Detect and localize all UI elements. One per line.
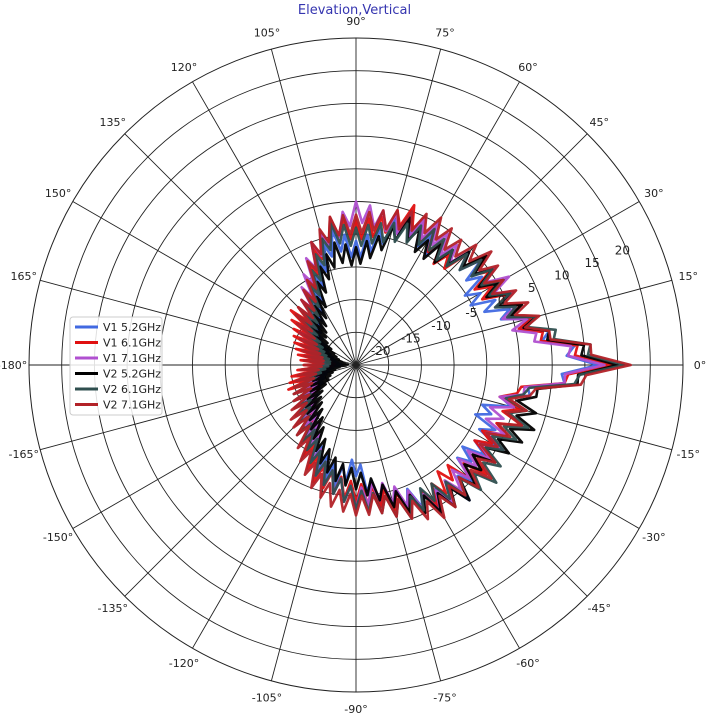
angle-tick-label: -105° — [252, 691, 282, 704]
legend-label: V1 6.1GHz — [103, 337, 161, 350]
grid-spoke — [355, 49, 442, 366]
grid-spoke — [355, 133, 588, 366]
angle-tick-label: -60° — [516, 657, 539, 670]
angle-tick-label: 60° — [518, 61, 538, 74]
angle-tick-label: 165° — [10, 270, 37, 283]
angle-tick-label: 0° — [694, 359, 707, 372]
angle-tick-label: 15° — [679, 270, 699, 283]
angle-tick-label: -90° — [344, 703, 367, 715]
angle-tick-label: -45° — [588, 602, 611, 615]
radial-tick-label: 20 — [615, 244, 630, 258]
angle-tick-label: -30° — [642, 531, 665, 544]
angle-tick-label: 45° — [589, 116, 609, 129]
legend-label: V1 5.2GHz — [103, 321, 161, 334]
angle-tick-label: 105° — [254, 27, 281, 40]
angle-tick-label: -15° — [677, 448, 700, 461]
angle-tick-label: -75° — [433, 691, 456, 704]
radial-tick-label: 10 — [554, 269, 569, 283]
grid-spoke — [192, 81, 357, 366]
angle-tick-label: 75° — [435, 27, 455, 40]
angle-tick-label: -180° — [0, 359, 27, 372]
legend-label: V2 5.2GHz — [103, 368, 161, 381]
angle-tick-label: -120° — [169, 657, 199, 670]
legend-label: V2 6.1GHz — [103, 383, 161, 396]
angle-tick-label: 30° — [644, 187, 664, 200]
radial-tick-label: -10 — [431, 319, 451, 333]
radial-tick-label: 0 — [498, 294, 506, 308]
grid-spoke — [124, 364, 357, 597]
angle-tick-label: 90° — [346, 15, 366, 28]
legend-label: V1 7.1GHz — [103, 352, 161, 365]
series-line-v2-7-1ghz — [289, 208, 632, 521]
radial-tick-label: 5 — [528, 281, 536, 295]
angle-tick-label: 120° — [171, 61, 198, 74]
angle-tick-label: -165° — [8, 448, 38, 461]
radial-tick-label: 15 — [585, 256, 600, 270]
angle-tick-label: 150° — [45, 187, 72, 200]
angle-tick-label: -150° — [43, 531, 73, 544]
angle-tick-label: -135° — [98, 602, 128, 615]
grid-spoke — [355, 279, 672, 366]
grid-spoke — [270, 49, 357, 366]
legend-label: V2 7.1GHz — [103, 399, 161, 412]
chart-title: Elevation,Vertical — [297, 3, 412, 18]
grid-spoke — [270, 364, 357, 681]
angle-tick-label: 135° — [100, 116, 127, 129]
series-line-v2-5-2ghz — [304, 216, 619, 515]
grid-spoke — [192, 364, 357, 649]
radial-tick-label: -20 — [371, 344, 391, 358]
grid-spoke — [355, 364, 442, 681]
radial-tick-label: -15 — [401, 331, 421, 345]
radial-tick-label: -5 — [465, 306, 477, 320]
